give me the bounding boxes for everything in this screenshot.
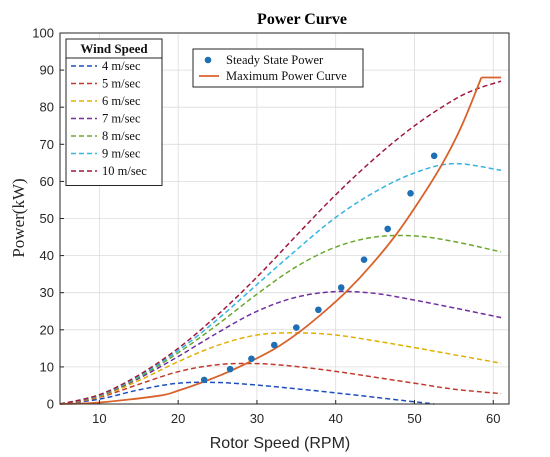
y-tick-label: 80: [40, 100, 54, 115]
plot-area: [59, 76, 502, 405]
steady-state-point: [226, 365, 234, 373]
x-tick-label: 30: [250, 411, 264, 426]
wind-speed-legend-box: [65, 38, 163, 186]
legend-entry-label: 10 m/sec: [102, 164, 147, 178]
legend-entry-label: 4 m/sec: [102, 59, 141, 73]
y-tick-label: 60: [40, 174, 54, 189]
x-axis-label: Rotor Speed (RPM): [210, 435, 351, 452]
chart-title: Power Curve: [257, 11, 347, 28]
y-axis-label: Power(kW): [9, 178, 28, 257]
wind-speed-curve: [59, 362, 502, 405]
y-tick-label: 70: [40, 137, 54, 152]
wind-speed-legend: Wind Speed 4 m/sec 5 m/sec 6 m/sec 7 m/sec 8 …: [65, 38, 163, 186]
series-legend-box: [192, 48, 364, 88]
series-legend: Steady State Power Maximum Power Curve: [192, 48, 364, 88]
legend-entry-label: Steady State Power: [226, 53, 324, 67]
x-tick-label: 50: [407, 411, 421, 426]
wind-speed-curve: [59, 332, 502, 405]
wind-speed-curve: [59, 290, 502, 405]
steady-state-point: [384, 225, 391, 233]
y-tick-label: 30: [40, 285, 54, 300]
steady-state-point: [360, 256, 368, 263]
wind-speed-curve: [59, 234, 502, 405]
legend-entry-label: 9 m/sec: [102, 147, 141, 161]
legend-entry-label: Maximum Power Curve: [226, 69, 347, 83]
steady-state-point: [270, 341, 278, 349]
y-tick-label: 20: [40, 322, 54, 337]
wind-speed-curve: [59, 381, 435, 405]
legend-entry-label: 7 m/sec: [102, 112, 141, 126]
x-tick-label: 20: [171, 411, 185, 426]
x-axis-ticks: 10 20 30 40 50 60: [92, 400, 500, 426]
steady-state-point: [248, 355, 255, 363]
y-tick-label: 0: [47, 397, 54, 412]
x-tick-label: 60: [486, 411, 500, 426]
wind-speed-legend-title: Wind Speed: [80, 41, 148, 56]
steady-state-point: [315, 306, 322, 314]
legend-entry-label: 5 m/sec: [102, 77, 141, 91]
y-axis-ticks: 0 10 20 30 40 50 60 70 80 90 100: [32, 26, 64, 412]
legend-entry-label: 6 m/sec: [102, 94, 141, 108]
y-tick-label: 40: [40, 248, 54, 263]
legend-marker: [204, 56, 212, 64]
legend-entry-label: 8 m/sec: [102, 129, 141, 143]
y-tick-label: 100: [32, 26, 54, 41]
steady-state-point: [430, 152, 438, 160]
steady-state-point: [200, 376, 208, 384]
maximum-power-curve: [59, 77, 483, 405]
wind-speed-curve: [59, 80, 502, 405]
steady-state-point: [293, 324, 300, 331]
y-tick-label: 90: [40, 63, 54, 78]
wind-speed-curve: [59, 162, 502, 405]
y-tick-label: 10: [40, 359, 54, 374]
y-tick-label: 50: [40, 211, 54, 226]
x-tick-label: 10: [92, 411, 106, 426]
steady-state-point: [407, 189, 414, 197]
x-tick-label: 40: [328, 411, 342, 426]
steady-state-point: [337, 284, 345, 291]
